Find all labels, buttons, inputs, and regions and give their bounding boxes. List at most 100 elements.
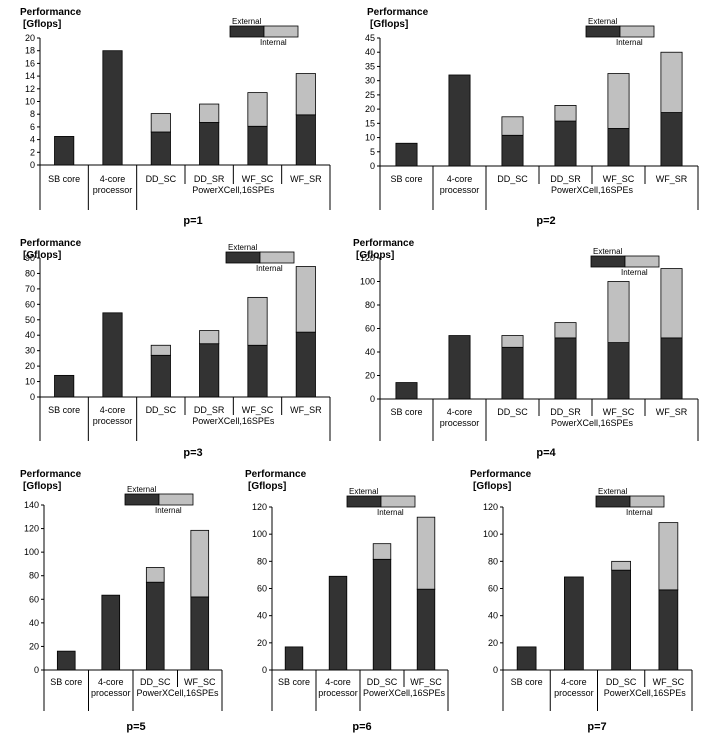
bar-external bbox=[660, 268, 683, 339]
bar-internal bbox=[660, 337, 683, 400]
bar-internal bbox=[247, 344, 268, 398]
y-axis-unit: [Gflops] bbox=[356, 250, 394, 261]
bar-external bbox=[501, 335, 524, 348]
bar-external bbox=[247, 92, 268, 127]
legend-swatch-external bbox=[624, 255, 660, 268]
y-tick-label: 30 bbox=[365, 76, 375, 86]
bar-internal bbox=[190, 596, 210, 671]
y-tick-label: 80 bbox=[257, 556, 267, 566]
bar-internal bbox=[150, 354, 171, 398]
category-label: SB core bbox=[50, 677, 82, 687]
y-tick-label: 2 bbox=[30, 147, 35, 157]
legend-swatch-external bbox=[263, 25, 299, 38]
y-tick-label: 60 bbox=[488, 584, 498, 594]
y-tick-label: 20 bbox=[25, 361, 35, 371]
legend-swatch-external bbox=[380, 495, 416, 508]
bar-internal bbox=[395, 142, 418, 167]
legend-label-external: External bbox=[598, 487, 628, 496]
y-tick-label: 40 bbox=[488, 611, 498, 621]
legend-swatch-external bbox=[259, 251, 295, 264]
y-tick-label: 5 bbox=[370, 147, 375, 157]
chart-p7: Performance[Gflops] 0 20 40 60 80 100 120 SB cor… bbox=[470, 469, 693, 733]
y-tick-label: 0 bbox=[493, 665, 498, 675]
bar-internal bbox=[199, 343, 220, 398]
y-tick-label: 60 bbox=[365, 324, 375, 334]
category-label: DD_SC bbox=[146, 405, 177, 415]
y-tick-label: 20 bbox=[29, 641, 39, 651]
category-label: DD_SC bbox=[497, 174, 528, 184]
category-label: WF_SC bbox=[410, 677, 442, 687]
y-tick-label: 12 bbox=[25, 84, 35, 94]
group-label: PowerXCell,16SPEs bbox=[551, 185, 634, 195]
y-axis-label: Performance bbox=[470, 469, 532, 480]
bar-internal bbox=[372, 558, 392, 671]
category-label: processor bbox=[93, 416, 133, 426]
y-tick-label: 6 bbox=[30, 122, 35, 132]
category-label: WF_SC bbox=[603, 174, 635, 184]
category-label: 4-core bbox=[325, 677, 351, 687]
legend-swatch-internal bbox=[346, 495, 382, 508]
bar-internal bbox=[501, 134, 524, 167]
bar-internal bbox=[554, 120, 577, 167]
y-tick-label: 4 bbox=[30, 135, 35, 145]
bar-external bbox=[199, 103, 220, 123]
y-tick-label: 100 bbox=[24, 547, 39, 557]
category-label: DD_SC bbox=[606, 677, 637, 687]
y-tick-label: 30 bbox=[25, 346, 35, 356]
y-tick-label: 0 bbox=[30, 160, 35, 170]
bar-internal bbox=[564, 576, 584, 671]
y-tick-label: 15 bbox=[365, 118, 375, 128]
bar-external bbox=[554, 322, 577, 339]
category-label: 4-core bbox=[447, 174, 473, 184]
y-axis-label: Performance bbox=[20, 469, 82, 480]
group-label: PowerXCell,16SPEs bbox=[604, 688, 687, 698]
category-label: WF_SR bbox=[656, 174, 688, 184]
bar-external bbox=[660, 51, 683, 113]
y-tick-label: 18 bbox=[25, 46, 35, 56]
y-tick-label: 0 bbox=[370, 161, 375, 171]
y-tick-label: 14 bbox=[25, 71, 35, 81]
bar-internal bbox=[56, 650, 76, 671]
y-tick-label: 80 bbox=[365, 300, 375, 310]
category-label: WF_SC bbox=[184, 677, 216, 687]
bar-internal bbox=[54, 374, 75, 398]
category-label: WF_SC bbox=[603, 407, 635, 417]
y-tick-label: 16 bbox=[25, 58, 35, 68]
category-label: processor bbox=[93, 185, 133, 195]
y-axis-unit: [Gflops] bbox=[370, 19, 408, 30]
legend-label-external: External bbox=[127, 485, 157, 494]
y-tick-label: 8 bbox=[30, 109, 35, 119]
y-tick-label: 120 bbox=[252, 502, 267, 512]
category-label: processor bbox=[554, 688, 594, 698]
category-label: WF_SR bbox=[656, 407, 688, 417]
category-label: 4-core bbox=[98, 677, 124, 687]
legend-swatch-external bbox=[619, 25, 655, 38]
chart-title: p=7 bbox=[587, 721, 606, 733]
category-label: SB core bbox=[48, 405, 80, 415]
y-tick-label: 20 bbox=[365, 104, 375, 114]
y-tick-label: 80 bbox=[488, 556, 498, 566]
y-tick-label: 40 bbox=[29, 618, 39, 628]
y-tick-label: 40 bbox=[365, 347, 375, 357]
chart-p6: Performance[Gflops] 0 20 40 60 80 100 120 SB cor… bbox=[245, 469, 449, 733]
bar-internal bbox=[416, 588, 436, 671]
chart-title: p=6 bbox=[352, 721, 371, 733]
category-label: 4-core bbox=[100, 405, 126, 415]
legend-swatch-internal bbox=[229, 25, 265, 38]
category-label: DD_SR bbox=[194, 405, 225, 415]
category-label: processor bbox=[440, 418, 480, 428]
legend-label-external: External bbox=[228, 243, 258, 252]
bar-external bbox=[607, 281, 630, 343]
bar-internal bbox=[101, 594, 121, 671]
chart-p2: Performance[Gflops] 0 5 10 15 20 25 30 35 40 45 SB … bbox=[365, 7, 699, 227]
category-label: 4-core bbox=[100, 174, 126, 184]
category-label: 4-core bbox=[447, 407, 473, 417]
bar-external bbox=[372, 543, 392, 560]
legend-label-external: External bbox=[349, 487, 379, 496]
bar-internal bbox=[150, 131, 171, 166]
legend-label-internal: Internal bbox=[260, 38, 287, 47]
group-label: PowerXCell,16SPEs bbox=[551, 418, 634, 428]
y-tick-label: 50 bbox=[25, 315, 35, 325]
legend-label-internal: Internal bbox=[377, 508, 404, 517]
